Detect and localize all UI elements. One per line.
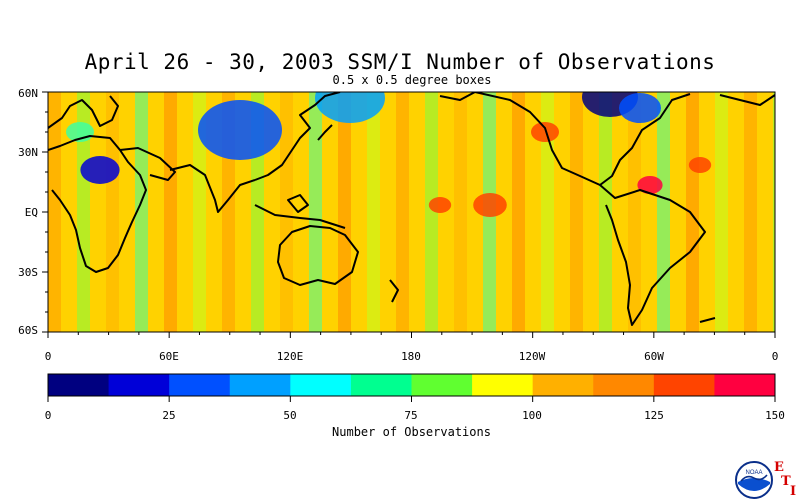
lat-label-60s: 60S <box>18 324 38 337</box>
colorbar-segment <box>653 374 715 396</box>
colorbar-segment <box>229 374 291 396</box>
orbit-stripe <box>338 92 351 332</box>
colorbar-label-75: 75 <box>404 409 418 422</box>
coast-east-asia <box>254 92 341 181</box>
orbit-stripe <box>744 92 757 332</box>
lat-label-30s: 30S <box>18 266 38 279</box>
orbit-stripe <box>628 92 641 332</box>
colorbar-label-0: 0 <box>44 409 52 422</box>
colorbar-segment <box>593 374 655 396</box>
orbit-stripe <box>773 92 775 332</box>
orbit-stripe <box>541 92 554 332</box>
colorbar-segment <box>714 374 776 396</box>
coast-greenland <box>719 94 775 106</box>
map-title: April 26 - 30, 2003 SSM/I Number of Obse… <box>84 50 716 74</box>
eti-letter-i: I <box>790 484 797 499</box>
observation-patch <box>473 193 507 217</box>
orbit-stripe <box>164 92 177 332</box>
longitude-ticks <box>47 332 776 338</box>
coast-australia <box>277 225 359 286</box>
lat-label-eq: EQ <box>24 206 38 219</box>
orbit-stripe <box>425 92 438 332</box>
eti-letter-e: E <box>774 460 784 475</box>
orbit-stripe <box>686 92 699 332</box>
coast-antarctic-peninsula <box>699 317 716 323</box>
coast-indonesia <box>254 204 346 229</box>
orbit-stripe <box>454 92 467 332</box>
lon-label-60w: 60W <box>644 350 664 363</box>
coast-alaska <box>439 92 476 101</box>
orbit-stripe <box>309 92 322 332</box>
coast-europe <box>48 95 119 129</box>
orbit-stripe <box>77 92 90 332</box>
observation-patch <box>315 92 385 123</box>
orbit-stripe <box>367 92 380 332</box>
orbit-stripe <box>512 92 525 332</box>
colorbar-ticks <box>47 396 776 402</box>
coast-arabia <box>119 147 176 181</box>
colorbar-label-50: 50 <box>283 409 297 422</box>
map-subtitle: 0.5 x 0.5 degree boxes <box>332 73 492 87</box>
noaa-logo-icon: NOAA <box>735 461 773 499</box>
colorbar-segment <box>350 374 412 396</box>
orbit-stripe <box>715 92 728 332</box>
colorbar-label-100: 100 <box>522 409 542 422</box>
observation-patch <box>688 157 712 173</box>
coast-japan <box>317 124 333 141</box>
orbit-stripe <box>599 92 612 332</box>
observation-patch <box>637 176 663 194</box>
orbit-stripe <box>396 92 409 332</box>
lon-label-60e: 60E <box>159 350 179 363</box>
colorbar-segment <box>472 374 534 396</box>
coast-borneo <box>287 194 309 213</box>
observation-patch <box>80 156 120 184</box>
lon-label-180: 180 <box>401 350 421 363</box>
orbit-stripe <box>106 92 119 332</box>
colorbar-segment <box>290 374 352 396</box>
lon-label-0-east: 0 <box>771 350 779 363</box>
coast-india <box>169 164 256 213</box>
colorbar-label-125: 125 <box>644 409 664 422</box>
observation-patch <box>619 93 661 123</box>
coast-south-america <box>599 184 706 326</box>
colorbar-segment <box>411 374 473 396</box>
orbit-stripe <box>193 92 206 332</box>
noaa-badge-text: NOAA <box>745 470 762 476</box>
colorbar-label-150: 150 <box>765 409 785 422</box>
coast-new-zealand <box>389 279 399 303</box>
lon-label-120w: 120W <box>518 350 546 363</box>
lat-label-60n: 60N <box>18 87 38 100</box>
eti-letter-t: T <box>781 474 791 489</box>
colorbar-title: Number of Observations <box>332 425 491 439</box>
observation-patch <box>531 122 559 142</box>
coastlines <box>48 92 775 326</box>
orbit-stripe <box>570 92 583 332</box>
observation-patch <box>428 197 452 213</box>
colorbar-label-25: 25 <box>162 409 176 422</box>
colorbar-segment <box>169 374 231 396</box>
lon-label-0-west: 0 <box>44 350 52 363</box>
observation-patch <box>198 100 282 160</box>
lat-label-30n: 30N <box>18 146 38 159</box>
colorbar <box>48 374 776 396</box>
colorbar-segment <box>48 374 110 396</box>
orbit-stripe <box>280 92 293 332</box>
coast-africa <box>48 135 147 273</box>
orbit-stripe <box>657 92 670 332</box>
orbit-stripe <box>48 92 61 332</box>
latitude-ticks <box>42 91 48 333</box>
colorbar-segment <box>108 374 170 396</box>
lon-label-120e: 120E <box>276 350 304 363</box>
colorbar-segment <box>532 374 594 396</box>
